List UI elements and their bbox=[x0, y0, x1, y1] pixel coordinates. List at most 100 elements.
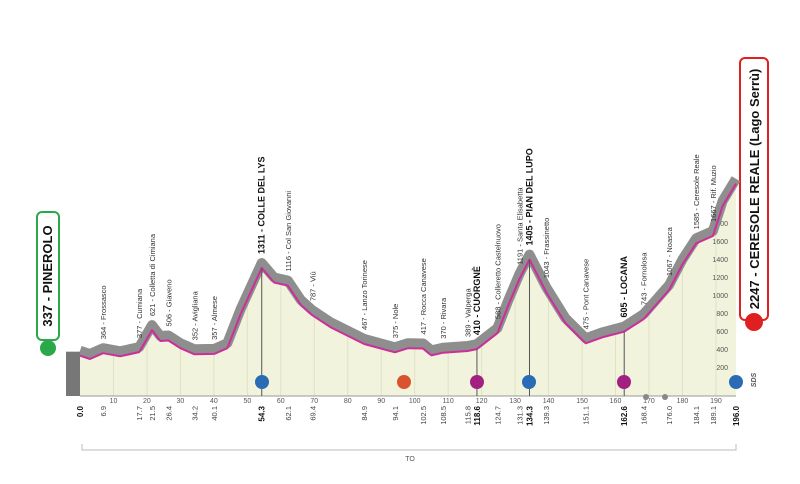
x-tick-label: 120 bbox=[476, 398, 488, 405]
waypoint-label: 1116 - Col San Giovanni bbox=[284, 191, 293, 272]
waypoint-label: 1667 - Rif. Muzio bbox=[709, 165, 718, 222]
x-tick-label: 70 bbox=[310, 398, 318, 405]
km-label: 84.9 bbox=[360, 406, 369, 421]
logo: SDS bbox=[751, 372, 758, 387]
waypoint-label: 787 - Viù bbox=[308, 271, 317, 301]
waypoint-label: 389 - Valperga bbox=[464, 288, 473, 337]
sprint-icon bbox=[397, 375, 411, 389]
waypoint-label: 357 - Almese bbox=[210, 296, 219, 340]
waypoint-label: 1067 - Noasca bbox=[665, 226, 674, 276]
km-label: 118.6 bbox=[473, 405, 482, 425]
waypoint-label: 417 - Rocca Canavese bbox=[419, 258, 428, 334]
km-label: 124.7 bbox=[493, 406, 502, 425]
kom-icon bbox=[522, 375, 536, 389]
tunnel-icon bbox=[643, 394, 649, 400]
km-label: 189.1 bbox=[709, 406, 718, 425]
km-label: 151.1 bbox=[582, 406, 591, 425]
waypoint-label: 364 - Frossasco bbox=[99, 285, 108, 339]
y-tick-label: 200 bbox=[716, 365, 728, 372]
finish-icon bbox=[745, 313, 763, 331]
km-label: 162.6 bbox=[620, 405, 629, 426]
profile-band bbox=[78, 176, 741, 359]
waypoint-label: 1405 - PIAN DEL LUPO bbox=[524, 148, 534, 245]
x-tick-label: 170 bbox=[643, 398, 655, 405]
waypoint-label: 370 - Rivara bbox=[439, 297, 448, 339]
waypoint-label: 467 - Lanzo Torinese bbox=[360, 260, 369, 330]
waypoint-label: 743 - Fornolosa bbox=[640, 252, 649, 305]
km-label: 54.3 bbox=[258, 405, 267, 421]
waypoint-label: 475 - Pont Canavese bbox=[582, 259, 591, 329]
km-label: 6.9 bbox=[99, 406, 108, 416]
km-label: 69.4 bbox=[308, 406, 317, 421]
waypoint-label: 377 - Cumiana bbox=[135, 288, 144, 338]
x-tick-label: 30 bbox=[177, 398, 185, 405]
x-tick-label: 60 bbox=[277, 398, 285, 405]
km-label: 176.0 bbox=[665, 406, 674, 425]
waypoint-label: 1585 - Ceresole Reale bbox=[692, 154, 701, 229]
x-tick-label: 10 bbox=[110, 398, 118, 405]
x-tick-label: 150 bbox=[576, 398, 588, 405]
start-label: 337 - PINEROLO bbox=[40, 225, 55, 326]
waypoint-label: 1311 - COLLE DEL LYS bbox=[257, 156, 267, 254]
x-tick-label: 50 bbox=[243, 398, 251, 405]
feed-icon bbox=[617, 375, 631, 389]
y-tick-label: 1400 bbox=[712, 257, 728, 264]
feed-icon bbox=[470, 375, 484, 389]
x-tick-label: 80 bbox=[344, 398, 352, 405]
km-label: 21.5 bbox=[148, 406, 157, 421]
km-label: 134.3 bbox=[525, 405, 534, 426]
km-label: 94.1 bbox=[391, 406, 400, 421]
kom-icon bbox=[729, 375, 743, 389]
province-bracket bbox=[81, 444, 737, 451]
y-tick-label: 400 bbox=[716, 347, 728, 354]
km-label: 17.7 bbox=[135, 406, 144, 421]
km-label: 115.8 bbox=[464, 406, 473, 424]
x-tick-label: 130 bbox=[509, 398, 521, 405]
province-label: TO bbox=[405, 456, 415, 463]
x-tick-label: 110 bbox=[443, 398, 454, 405]
km-label: 102.5 bbox=[419, 406, 428, 425]
km-label: 196.0 bbox=[732, 405, 741, 426]
marks: 10 20 30 40 50 60 70 80 90 100 110 120 130 140 150 160 1… bbox=[66, 148, 741, 426]
y-tick-label: 800 bbox=[716, 311, 728, 318]
x-tick-label: 140 bbox=[543, 398, 555, 405]
y-tick-label: 1800 bbox=[712, 221, 728, 228]
waypoint-label: 588 - Colleretto Castelnuovo bbox=[493, 224, 502, 319]
start-icon bbox=[40, 340, 56, 356]
x-tick-label: 20 bbox=[143, 398, 151, 405]
y-tick-label: 1000 bbox=[712, 293, 728, 300]
km-label: 184.1 bbox=[692, 406, 701, 425]
km-label: 108.5 bbox=[439, 406, 448, 425]
waypoint-label: 605 - LOCANA bbox=[619, 256, 629, 318]
km-label: 0.0 bbox=[76, 405, 85, 417]
km-label: 168.4 bbox=[640, 406, 649, 425]
x-tick-label: 160 bbox=[610, 398, 622, 405]
waypoint-label: 410 - CUORGNÈ bbox=[472, 266, 482, 335]
kom-icon bbox=[255, 375, 269, 389]
y-tick-label: 600 bbox=[716, 329, 728, 336]
x-tick-label: 180 bbox=[677, 398, 689, 405]
x-tick-label: 190 bbox=[710, 398, 722, 405]
finish-label: 2247 - CERESOLE REALE (Lago Serrù) bbox=[747, 69, 762, 310]
waypoint-label: 621 - Colletta di Cimiana bbox=[148, 233, 157, 316]
x-tick-label: 40 bbox=[210, 398, 218, 405]
waypoint-label: 1191 - Santa Elisabetta bbox=[515, 187, 524, 265]
km-label: 40.1 bbox=[210, 406, 219, 421]
km-label: 26.4 bbox=[164, 406, 173, 421]
profile-area bbox=[80, 183, 736, 396]
km-label: 131.3 bbox=[515, 406, 524, 425]
waypoint-label: 352 - Avigliana bbox=[190, 290, 199, 340]
km-label: 139.3 bbox=[542, 406, 551, 425]
y-tick-label: 1600 bbox=[712, 239, 728, 246]
x-tick-label: 100 bbox=[409, 398, 421, 405]
x-tick-label: 90 bbox=[377, 398, 385, 405]
km-label: 34.2 bbox=[190, 406, 199, 421]
waypoint-label: 1043 - Frassinetto bbox=[542, 218, 551, 278]
waypoint-label: 375 - Nole bbox=[391, 304, 400, 339]
start-wall bbox=[66, 351, 80, 396]
y-tick-label: 1200 bbox=[712, 275, 728, 282]
km-label: 62.1 bbox=[284, 406, 293, 421]
waypoint-label: 506 - Giaveno bbox=[164, 279, 173, 326]
tunnel-icon bbox=[662, 394, 668, 400]
